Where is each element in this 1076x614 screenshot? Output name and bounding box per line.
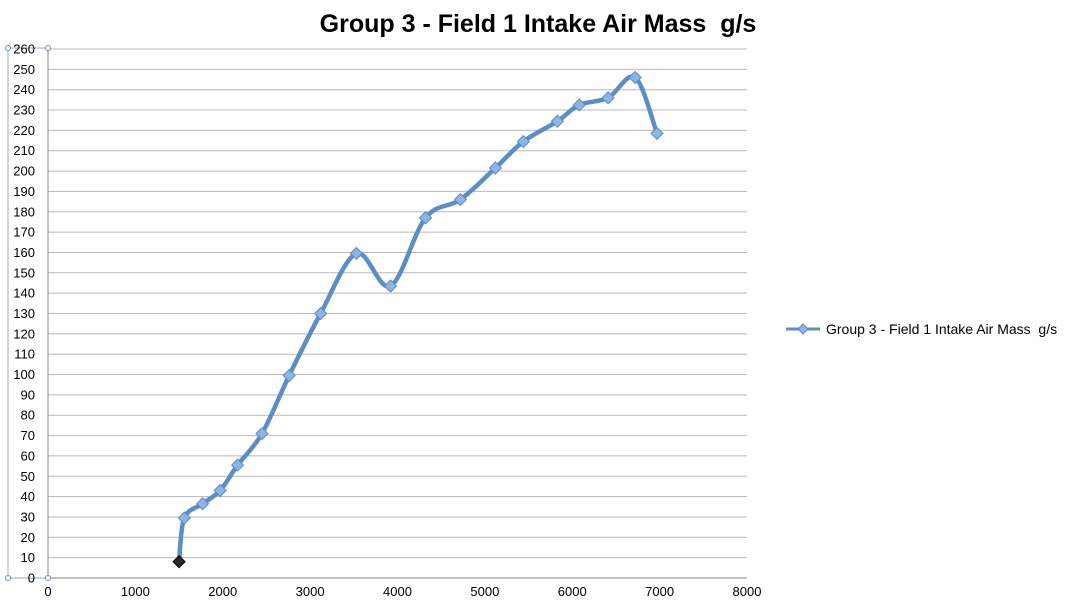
y-tick-label: 200 bbox=[13, 164, 35, 179]
y-tick-label: 220 bbox=[13, 123, 35, 138]
data-point bbox=[550, 114, 565, 128]
selection-handle[interactable] bbox=[45, 575, 51, 581]
y-tick-label: 230 bbox=[13, 103, 35, 118]
data-point bbox=[349, 246, 364, 261]
data-point bbox=[213, 483, 227, 498]
y-tick-label: 100 bbox=[13, 367, 35, 382]
selection-handle[interactable] bbox=[5, 575, 11, 581]
series-layer bbox=[172, 70, 664, 569]
data-point bbox=[628, 70, 642, 85]
x-tick-labels: 0 1000 2000 3000 4000 5000 6000 7000 8000 bbox=[44, 584, 761, 599]
y-tick-label: 250 bbox=[13, 62, 35, 77]
data-point bbox=[601, 91, 615, 105]
y-tick-labels: 0 10 20 30 40 50 60 70 80 90 100 110 120 130 140 150 160… bbox=[13, 42, 35, 586]
y-tick-label: 210 bbox=[13, 143, 35, 158]
legend-swatch bbox=[786, 323, 820, 335]
y-tick-label: 140 bbox=[13, 286, 35, 301]
series-line-0 bbox=[176, 74, 660, 564]
data-point bbox=[230, 458, 245, 472]
y-tick-label: 180 bbox=[13, 204, 35, 219]
selection-handle[interactable] bbox=[5, 45, 11, 51]
data-point bbox=[172, 555, 186, 569]
data-point bbox=[383, 279, 398, 293]
x-tick-label: 5000 bbox=[470, 584, 499, 599]
x-tick-label: 2000 bbox=[208, 584, 237, 599]
y-tick-label: 110 bbox=[14, 347, 35, 362]
y-tick-label: 240 bbox=[13, 82, 35, 97]
data-point bbox=[195, 497, 210, 511]
data-point bbox=[177, 511, 192, 525]
y-tick-label: 260 bbox=[13, 42, 35, 57]
axes bbox=[7, 47, 747, 579]
legend: Group 3 - Field 1 Intake Air Mass g/s bbox=[786, 321, 1057, 337]
data-point bbox=[572, 98, 586, 112]
y-tick-label: 170 bbox=[13, 225, 35, 240]
data-point bbox=[255, 426, 269, 441]
y-tick-label: 120 bbox=[13, 326, 35, 341]
data-point bbox=[313, 306, 328, 321]
y-tick-label: 150 bbox=[13, 265, 35, 280]
y-tick-label: 40 bbox=[21, 489, 35, 504]
y-tick-label: 160 bbox=[13, 245, 35, 260]
data-point bbox=[282, 368, 296, 383]
x-tick-label: 1000 bbox=[121, 584, 150, 599]
data-point bbox=[453, 192, 468, 207]
y-tick-label: 190 bbox=[13, 184, 35, 199]
data-point bbox=[516, 134, 531, 149]
y-tick-label: 30 bbox=[21, 509, 35, 524]
y-tick-label: 50 bbox=[21, 469, 35, 484]
y-tick-label: 130 bbox=[13, 306, 35, 321]
x-tick-label: 8000 bbox=[733, 584, 762, 599]
legend-label: Group 3 - Field 1 Intake Air Mass g/s bbox=[826, 321, 1058, 337]
y-tick-label: 20 bbox=[21, 530, 35, 545]
y-tick-label: 90 bbox=[21, 387, 35, 402]
data-point bbox=[488, 161, 503, 175]
x-tick-label: 4000 bbox=[383, 584, 412, 599]
x-tick-label: 0 bbox=[44, 584, 51, 599]
x-tick-label: 6000 bbox=[558, 584, 587, 599]
data-point bbox=[650, 126, 664, 141]
x-tick-label: 3000 bbox=[296, 584, 325, 599]
grid-lines bbox=[48, 48, 747, 559]
y-tick-label: 0 bbox=[28, 571, 35, 586]
y-tick-label: 60 bbox=[21, 448, 35, 463]
y-tick-label: 80 bbox=[21, 408, 35, 423]
data-point bbox=[418, 211, 433, 225]
x-tick-label: 7000 bbox=[645, 584, 674, 599]
y-tick-label: 70 bbox=[21, 428, 35, 443]
selection-handle[interactable] bbox=[45, 45, 51, 51]
y-tick-label: 10 bbox=[21, 550, 35, 565]
chart-title: Group 3 - Field 1 Intake Air Mass g/s bbox=[319, 10, 757, 38]
selection-handles bbox=[5, 45, 51, 581]
